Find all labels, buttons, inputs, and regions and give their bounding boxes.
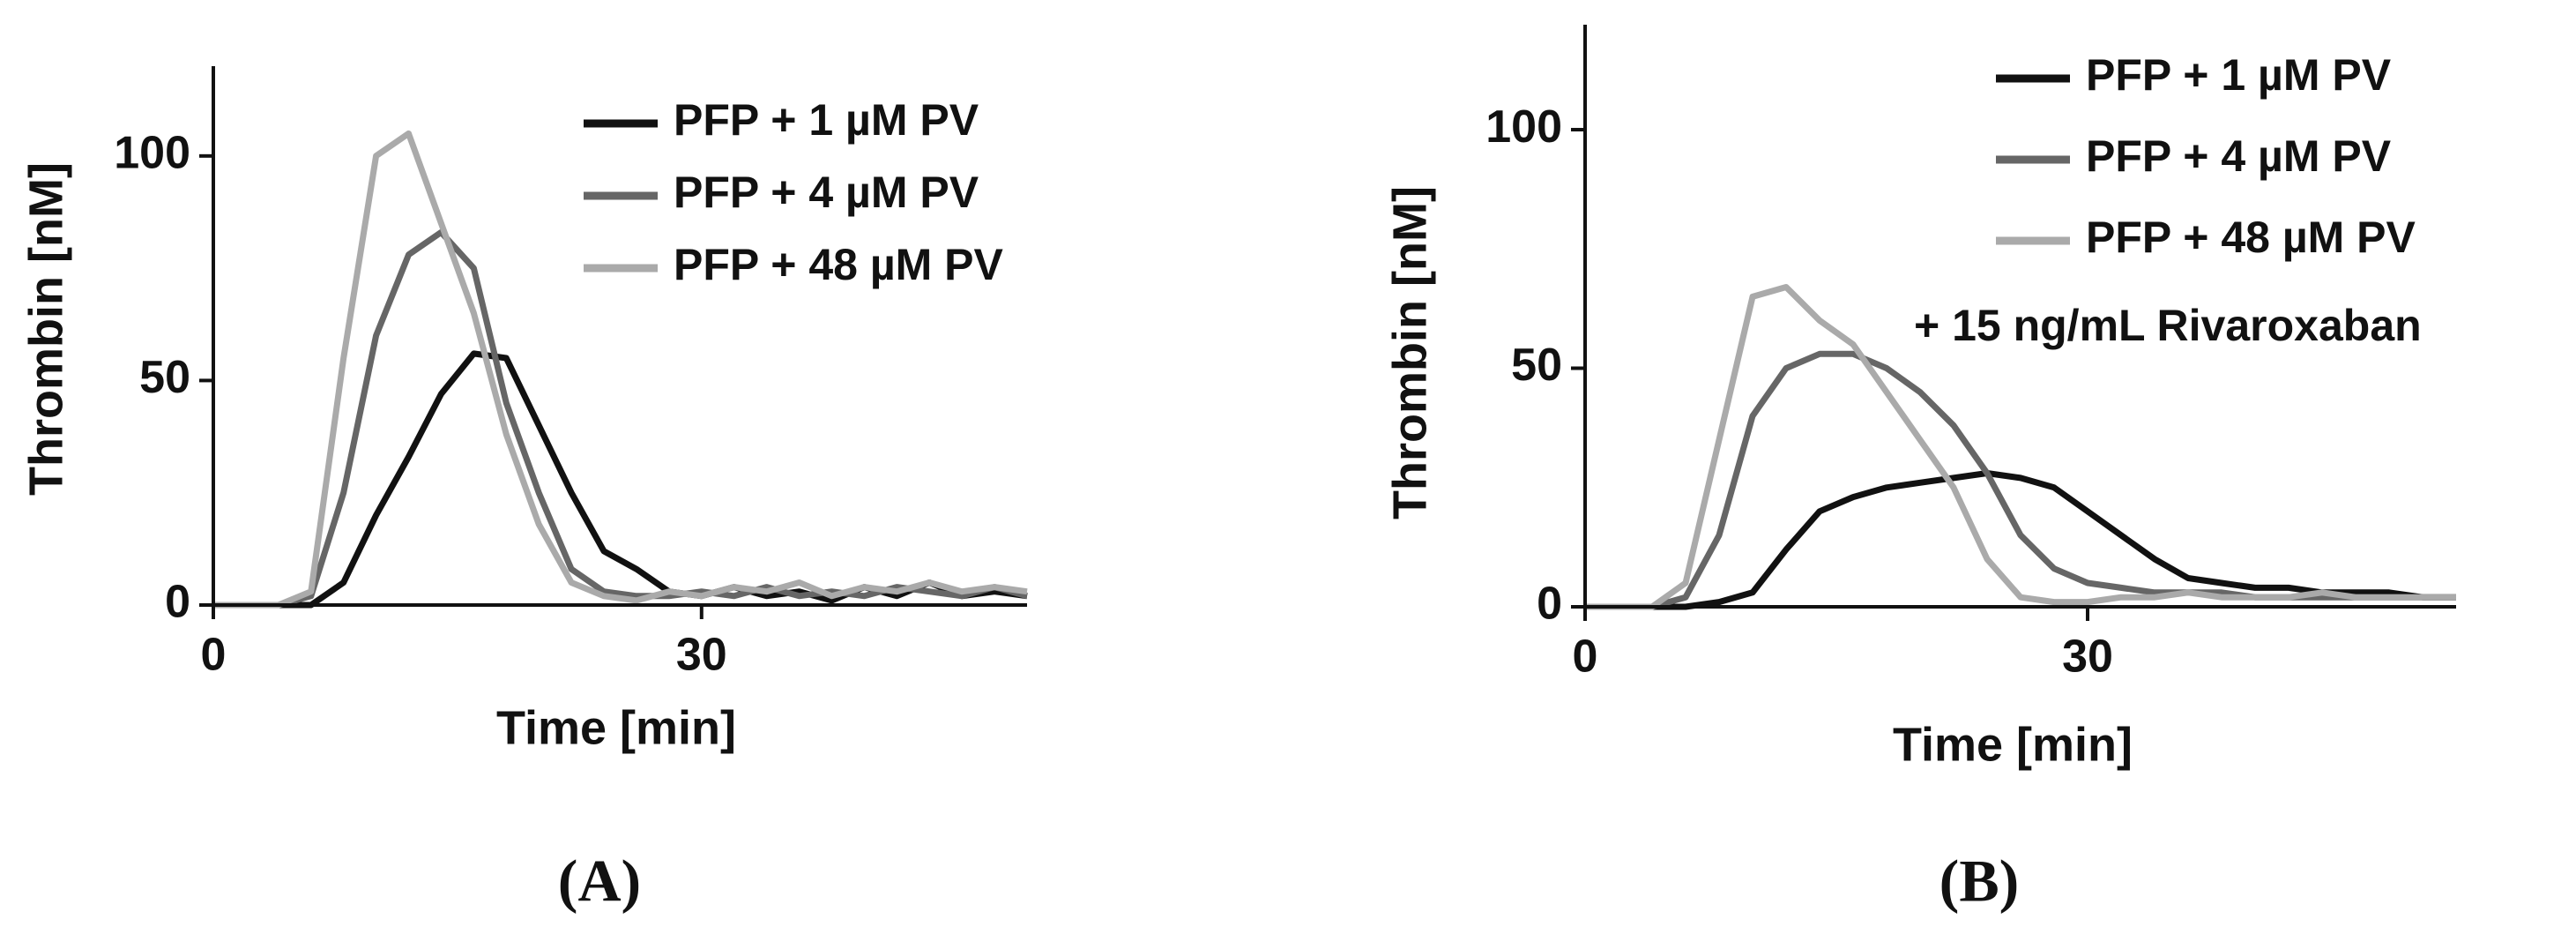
legend-label: PFP + 1 µM PV xyxy=(674,95,979,145)
data-line xyxy=(1585,350,2456,610)
y-tick-label: 100 xyxy=(1485,101,1562,153)
data-line xyxy=(213,350,1028,609)
legend-label: PFP + 4 µM PV xyxy=(674,168,979,217)
y-axis-title: Thrombin [nM] xyxy=(1383,186,1436,519)
y-axis-title: Thrombin [nM] xyxy=(19,162,72,496)
legend-label: PFP + 48 µM PV xyxy=(2086,213,2416,262)
x-tick-label: 30 xyxy=(2062,631,2113,683)
legend-label: PFP + 1 µM PV xyxy=(2086,50,2392,100)
x-tick-label: 30 xyxy=(676,630,727,681)
panel-label: (B) xyxy=(1939,848,2020,915)
y-tick-label: 0 xyxy=(165,577,190,628)
y-tick-label: 50 xyxy=(1511,340,1562,391)
annotation: + 15 ng/mL Rivaroxaban xyxy=(1914,301,2422,350)
y-tick-label: 50 xyxy=(139,352,190,403)
data-line xyxy=(213,130,1028,609)
legend-label: PFP + 48 µM PV xyxy=(674,240,1004,289)
data-line xyxy=(1585,284,2456,610)
data-line xyxy=(1585,470,2456,610)
y-tick-label: 0 xyxy=(1537,579,1562,630)
x-tick-label: 0 xyxy=(201,630,227,681)
y-tick-label: 100 xyxy=(114,128,190,179)
x-axis-title: Time [min] xyxy=(496,701,736,754)
panel-label: (A) xyxy=(558,848,641,915)
x-tick-label: 0 xyxy=(1573,631,1598,683)
legend-label: PFP + 4 µM PV xyxy=(2086,131,2392,181)
x-axis-title: Time [min] xyxy=(1893,718,2133,771)
